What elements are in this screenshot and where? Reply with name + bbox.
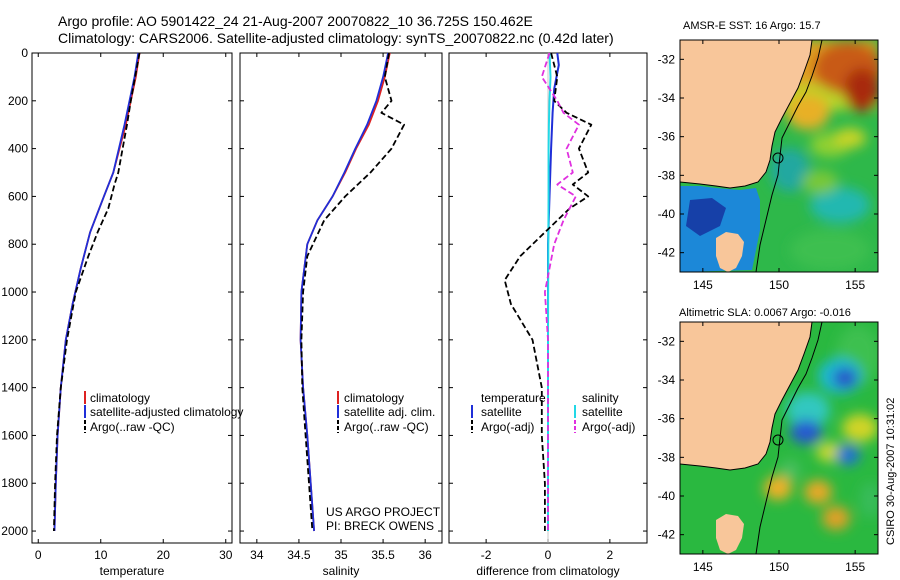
sst-isobath	[755, 40, 823, 272]
map-y-tick-label: -32	[658, 52, 676, 66]
salinity-plot-frame	[239, 52, 443, 544]
map-y-tick-label: -34	[658, 373, 676, 387]
legend-label-climatology: climatology	[344, 391, 404, 405]
sst-map-axes: 145 150 155 -32 -34 -36 -38 -40 -42	[658, 40, 878, 292]
x-tick-label: 35.5	[371, 548, 395, 562]
y-tick-label: 1000	[1, 285, 28, 299]
temperature-panel: 0 10 20 30 temperature 0 200 400 600 800 1000 1200 1…	[1, 46, 232, 578]
sst-float-marker	[772, 152, 784, 164]
y-tick-label: 800	[8, 237, 28, 251]
y-tick-label: 0	[21, 46, 28, 60]
difference-series-salinity-argo-adj-	[540, 52, 580, 531]
project-label: US ARGO PROJECT	[326, 505, 441, 519]
map-y-tick-label: -34	[658, 91, 676, 105]
map-y-tick-label: -40	[658, 489, 676, 503]
map-y-tick-label: -40	[658, 207, 676, 221]
sla-tasmania	[716, 514, 744, 554]
temperature-x-axis-label: temperature	[100, 564, 165, 578]
x-tick-label: 0	[545, 548, 552, 562]
salinity-panel: 34 34.5 35 35.5 36 salinity	[239, 52, 443, 578]
temperature-legend: climatology satellite-adjusted climatolo…	[84, 391, 243, 434]
side-credit-label: CSIRO 30-Aug-2007 10:31:02	[885, 398, 897, 545]
sla-isobath	[755, 322, 823, 554]
y-tick-label: 400	[8, 142, 28, 156]
legend-label-temp-satellite: satellite	[481, 405, 522, 419]
y-tick-label: 1600	[1, 428, 28, 442]
sst-map-title: AMSR-E SST: 16 Argo: 15.7	[683, 20, 821, 32]
sla-map-title: Altimetric SLA: 0.0067 Argo: -0.016	[679, 307, 851, 319]
x-tick-label: 20	[157, 548, 171, 562]
sst-land	[680, 40, 812, 188]
sla-float-marker	[772, 434, 784, 446]
salinity-x-axis-label: salinity	[323, 564, 360, 578]
map-y-tick-label: -36	[658, 130, 676, 144]
x-tick-label: 34	[250, 548, 264, 562]
sst-coastline	[680, 40, 813, 189]
difference-legend: temperature satellite Argo(-adj) salinit…	[471, 391, 635, 434]
map-y-tick-label: -38	[658, 450, 676, 464]
x-tick-label: 2	[607, 548, 614, 562]
x-tick-label: 30	[219, 548, 233, 562]
map-y-tick-label: -42	[658, 528, 676, 542]
legend-label-satellite: satellite adj. clim.	[344, 405, 435, 419]
difference-panel: -2 0 2 difference from climatology	[448, 52, 648, 578]
salinity-series-argo-raw-qc-	[300, 52, 406, 532]
map-x-tick-label: 150	[769, 278, 789, 292]
map-y-tick-label: -42	[658, 246, 676, 260]
temperature-series-argo-raw-qc-	[53, 52, 141, 532]
x-tick-label: 10	[94, 548, 108, 562]
sst-map	[680, 40, 878, 272]
legend-title-salinity: salinity	[582, 391, 619, 405]
x-tick-label: -2	[481, 548, 492, 562]
pi-label: PI: BRECK OWENS	[326, 519, 434, 533]
y-tick-label: 200	[8, 94, 28, 108]
x-tick-label: 34.5	[287, 548, 311, 562]
header-line-2: Climatology: CARS2006. Satellite-adjuste…	[58, 30, 614, 46]
y-tick-label: 2000	[1, 524, 28, 538]
map-x-tick-label: 155	[845, 278, 865, 292]
map-y-tick-label: -36	[658, 412, 676, 426]
legend-label-satellite: satellite-adjusted climatology	[90, 405, 243, 419]
y-tick-label: 1400	[1, 381, 28, 395]
y-tick-label: 600	[8, 189, 28, 203]
map-x-tick-label: 150	[769, 560, 789, 574]
legend-label-sal-satellite: satellite	[582, 405, 623, 419]
y-tick-label: 1200	[1, 333, 28, 347]
legend-label-argo: Argo(..raw -QC)	[90, 420, 175, 434]
legend-label-sal-argo: Argo(-adj)	[582, 420, 635, 434]
sla-map-axes: 145 150 155 -32 -34 -36 -38 -40 -42	[658, 322, 878, 574]
sla-map	[680, 322, 878, 554]
map-x-tick-label: 145	[693, 278, 713, 292]
x-tick-label: 0	[35, 548, 42, 562]
temperature-plot-frame	[31, 52, 233, 544]
salinity-series-satellite-adj-clim-	[299, 52, 389, 532]
legend-label-argo: Argo(..raw -QC)	[344, 420, 429, 434]
sla-coastline	[680, 322, 813, 471]
map-y-tick-label: -32	[658, 334, 676, 348]
sla-land	[680, 322, 812, 470]
y-tick-label: 1800	[1, 476, 28, 490]
temperature-series-satellite-adjusted-climatology	[53, 52, 140, 532]
x-tick-label: 35	[334, 548, 348, 562]
header-line-1: Argo profile: AO 5901422_24 21-Aug-2007 …	[58, 13, 533, 29]
legend-title-temperature: temperature	[481, 391, 546, 405]
map-x-tick-label: 145	[693, 560, 713, 574]
salinity-legend: climatology satellite adj. clim. Argo(..…	[337, 391, 435, 434]
legend-label-climatology: climatology	[90, 391, 150, 405]
x-tick-label: 36	[418, 548, 432, 562]
map-x-tick-label: 155	[845, 560, 865, 574]
difference-x-axis-label: difference from climatology	[476, 564, 619, 578]
map-y-tick-label: -38	[658, 168, 676, 182]
legend-label-temp-argo: Argo(-adj)	[481, 420, 534, 434]
